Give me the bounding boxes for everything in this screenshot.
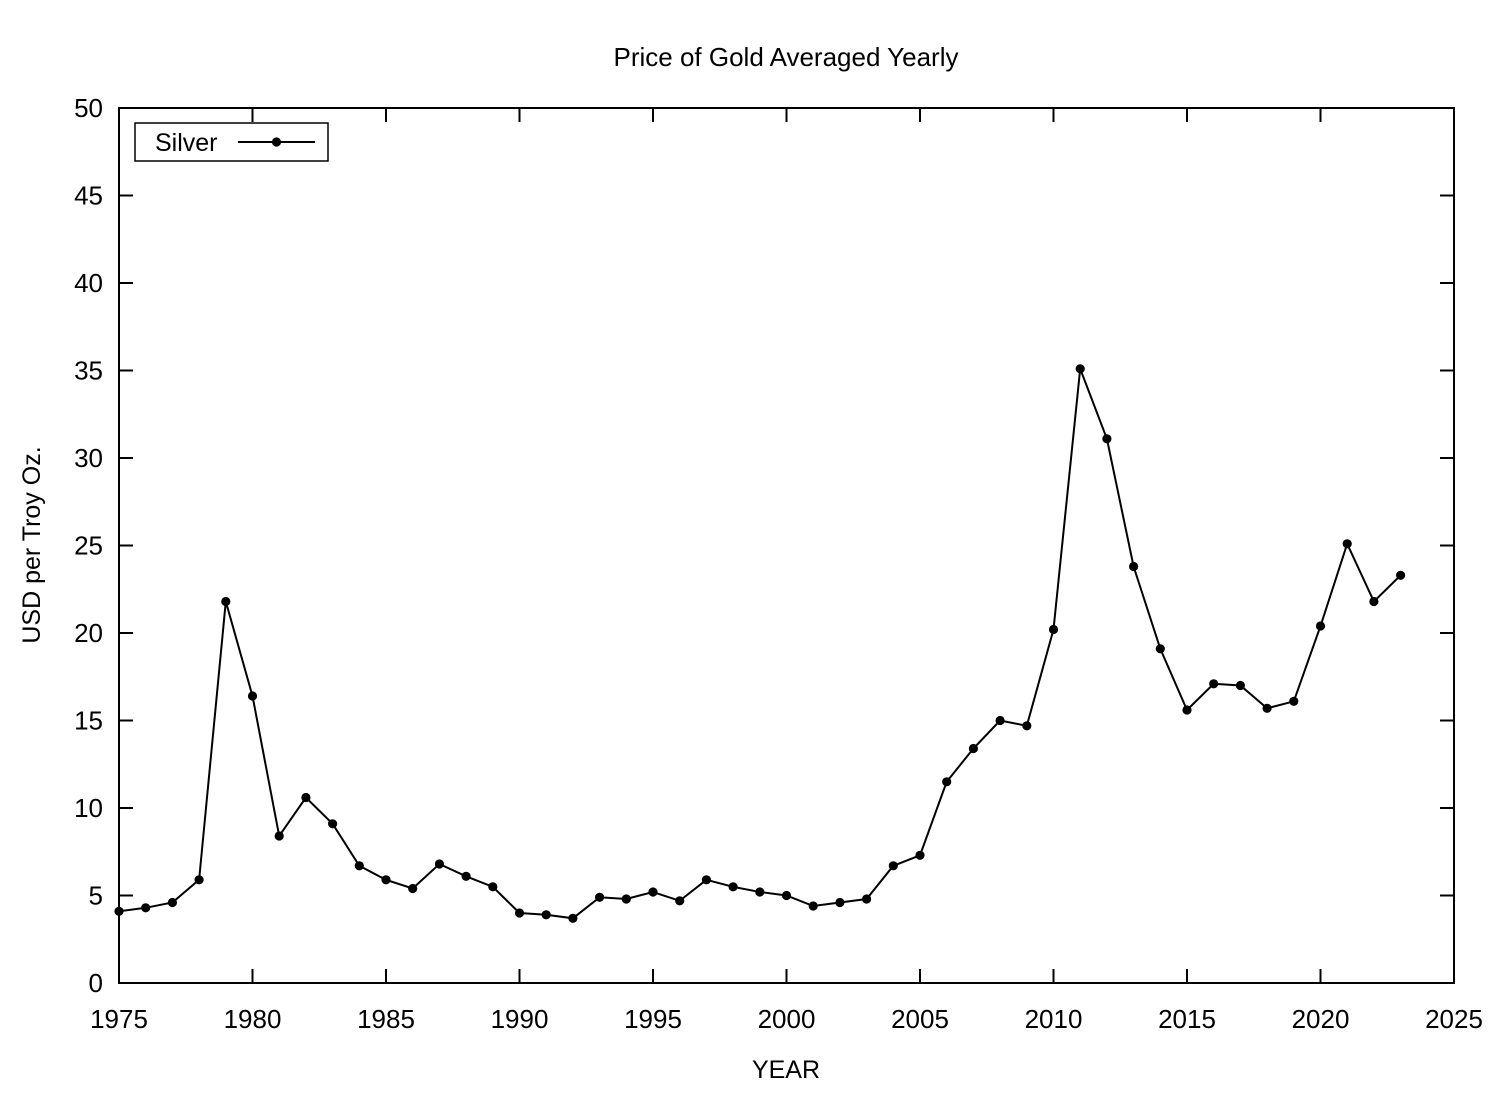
data-point xyxy=(194,875,204,885)
data-point xyxy=(247,691,258,701)
x-tick-label: 1980 xyxy=(224,1004,282,1034)
data-point xyxy=(781,890,792,901)
x-tick-label: 1985 xyxy=(357,1004,415,1034)
y-tick-label: 50 xyxy=(74,93,103,123)
data-point xyxy=(114,906,124,916)
data-point xyxy=(408,883,418,894)
data-point xyxy=(1289,696,1299,706)
data-point xyxy=(381,875,391,885)
data-point xyxy=(328,819,338,829)
y-tick-label: 25 xyxy=(74,531,103,561)
y-tick-label: 5 xyxy=(89,881,103,911)
x-axis-ticks xyxy=(118,108,1455,983)
data-point xyxy=(862,894,872,904)
data-point xyxy=(595,892,605,902)
x-tick-label: 2015 xyxy=(1158,1004,1216,1034)
y-axis-ticks xyxy=(119,107,1454,984)
data-point xyxy=(1022,721,1032,731)
data-point xyxy=(755,887,765,897)
x-axis-tick-labels: 1975 1980 1985 1990 1995 2000 2005 2010 2015 2020… xyxy=(90,1004,1483,1034)
x-tick-label: 1990 xyxy=(491,1004,549,1034)
data-point xyxy=(141,903,151,913)
data-point xyxy=(434,859,444,869)
data-point xyxy=(301,792,311,803)
data-point xyxy=(1155,644,1165,654)
data-point xyxy=(167,897,177,908)
x-tick-label: 2020 xyxy=(1292,1004,1350,1034)
plot-border xyxy=(118,107,1455,984)
data-point xyxy=(488,882,498,892)
y-tick-label: 45 xyxy=(74,181,103,211)
data-point xyxy=(1315,621,1326,631)
y-axis-label: USD per Troy Oz. xyxy=(18,446,46,643)
data-point xyxy=(1048,624,1059,635)
x-axis-label: YEAR xyxy=(752,1056,820,1084)
data-point xyxy=(648,887,658,897)
silver-series-line xyxy=(118,368,1402,920)
data-point xyxy=(728,882,738,892)
x-tick-label: 1995 xyxy=(624,1004,682,1034)
data-point xyxy=(675,896,685,906)
y-tick-label: 30 xyxy=(74,443,103,473)
data-point xyxy=(995,715,1005,726)
data-point xyxy=(701,875,712,885)
data-point xyxy=(1209,679,1219,689)
legend-label: Silver xyxy=(155,129,218,157)
data-point xyxy=(1129,561,1139,572)
data-point xyxy=(568,913,578,923)
x-tick-label: 2010 xyxy=(1025,1004,1083,1034)
data-point xyxy=(1369,596,1379,607)
y-tick-label: 20 xyxy=(74,618,103,648)
data-point xyxy=(541,910,551,920)
y-axis-tick-labels: 0 5 10 15 20 25 30 35 40 45 50 xyxy=(74,93,103,998)
data-point xyxy=(835,897,845,908)
data-point xyxy=(942,777,952,787)
data-point xyxy=(621,894,631,904)
data-point xyxy=(354,861,364,871)
data-point xyxy=(514,908,525,918)
data-point xyxy=(808,901,818,911)
data-point xyxy=(968,743,979,754)
series-group xyxy=(114,364,1406,923)
data-point xyxy=(1235,680,1245,691)
data-point xyxy=(221,596,231,607)
data-point xyxy=(1182,705,1192,715)
data-point xyxy=(1102,434,1112,444)
data-point xyxy=(915,850,925,860)
data-point xyxy=(274,831,284,841)
data-point xyxy=(888,861,898,871)
x-tick-label: 2025 xyxy=(1425,1004,1483,1034)
chart-title: Price of Gold Averaged Yearly xyxy=(614,42,959,72)
x-tick-label: 2005 xyxy=(891,1004,949,1034)
y-tick-label: 15 xyxy=(74,706,103,736)
data-point xyxy=(1262,703,1272,713)
data-point xyxy=(1396,570,1406,580)
legend-point-icon xyxy=(271,137,282,147)
y-tick-label: 0 xyxy=(89,968,103,998)
data-point xyxy=(461,871,471,881)
legend: Silver xyxy=(134,122,329,162)
y-tick-label: 10 xyxy=(74,793,103,823)
x-tick-label: 1975 xyxy=(90,1004,148,1034)
y-tick-label: 40 xyxy=(74,268,103,298)
data-point xyxy=(1342,539,1352,549)
data-point xyxy=(1075,364,1085,374)
y-tick-label: 35 xyxy=(74,356,103,386)
x-tick-label: 2000 xyxy=(758,1004,816,1034)
